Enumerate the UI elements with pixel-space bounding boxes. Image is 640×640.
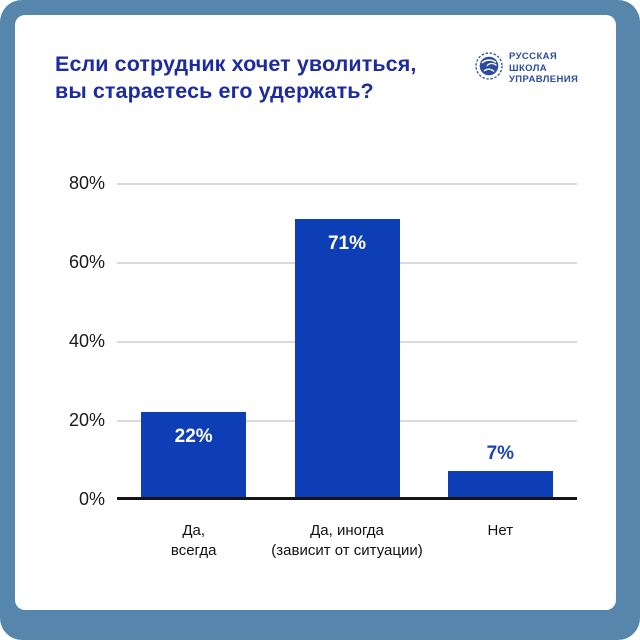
x-category-label: Нет bbox=[487, 522, 514, 539]
y-tick-label: 60% bbox=[68, 252, 105, 272]
plot-area: 22% Да, всегда 71% Да, иногда (зависит от с… bbox=[117, 183, 577, 559]
y-tick-label: 40% bbox=[68, 331, 105, 351]
y-tick-label: 0% bbox=[78, 489, 105, 509]
bar-value-label: 7% bbox=[486, 443, 515, 464]
grid-line bbox=[117, 183, 577, 185]
globe-icon bbox=[475, 52, 503, 85]
y-tick-label: 80% bbox=[68, 173, 105, 193]
y-tick-label: 20% bbox=[68, 410, 105, 430]
bar-chart: 22% Да, всегда 71% Да, иногда (зависит от с… bbox=[15, 15, 616, 610]
x-category-label: Да, всегда bbox=[170, 522, 217, 559]
bar bbox=[447, 471, 553, 499]
x-axis-line bbox=[117, 497, 577, 500]
brand-logo-line: ШКОЛА bbox=[509, 62, 548, 74]
brand-logo: РУССКАЯ ШКОЛА УПРАВЛЕНИЯ bbox=[475, 51, 578, 86]
page-title: Если сотрудник хочет уволиться, вы стара… bbox=[55, 52, 417, 103]
brand-logo-line: УПРАВЛЕНИЯ bbox=[509, 74, 579, 85]
bar bbox=[141, 412, 247, 499]
bar-value-label: 71% bbox=[327, 233, 367, 254]
card: Если сотрудник хочет уволиться, вы стара… bbox=[15, 15, 616, 610]
brand-logo-line: РУССКАЯ bbox=[509, 51, 558, 62]
bar-value-label: 22% bbox=[174, 426, 213, 447]
brand-logo-text: РУССКАЯ ШКОЛА УПРАВЛЕНИЯ bbox=[509, 51, 578, 86]
bar bbox=[294, 219, 400, 499]
x-category-label: Да, иногда (зависит от ситуации) bbox=[271, 522, 423, 559]
